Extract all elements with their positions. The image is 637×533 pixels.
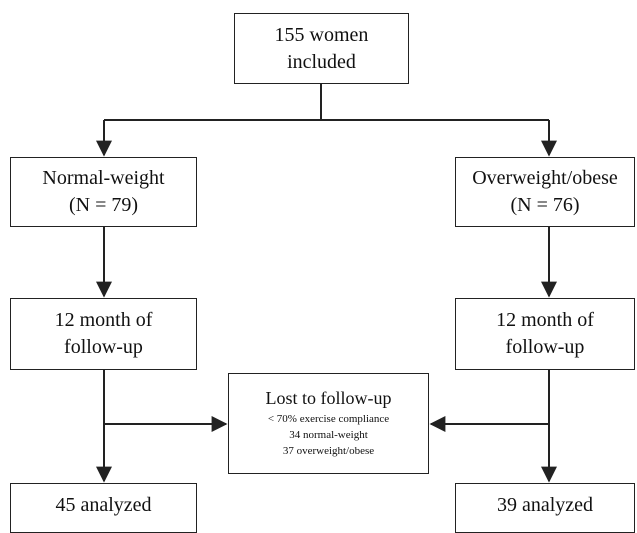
normal-weight-label: Normal-weight: [42, 167, 165, 189]
right-followup-box: 12 month of follow-up: [455, 298, 635, 370]
left-analyzed-label: 45 analyzed: [55, 494, 152, 516]
lost-normal-weight-count: 34 normal-weight: [289, 429, 368, 442]
normal-weight-box: Normal-weight (N = 79): [10, 157, 197, 227]
lost-reason: < 70% exercise compliance: [267, 413, 390, 426]
left-followup-line1: 12 month of: [54, 309, 153, 331]
flow-connectors: [96, 84, 557, 483]
root-box: 155 women included: [234, 13, 409, 84]
lost-followup-box: Lost to follow-up < 70% exercise complia…: [228, 373, 429, 474]
left-followup-box: 12 month of follow-up: [10, 298, 197, 370]
right-followup-line1: 12 month of: [496, 309, 594, 331]
right-analyzed-box: 39 analyzed: [455, 483, 635, 533]
left-analyzed-box: 45 analyzed: [10, 483, 197, 533]
overweight-box: Overweight/obese (N = 76): [455, 157, 635, 227]
right-followup-line2: follow-up: [505, 336, 585, 358]
root-line1: 155 women: [274, 23, 369, 46]
left-followup-line2: follow-up: [64, 336, 143, 358]
normal-weight-count: (N = 79): [68, 194, 139, 216]
overweight-label: Overweight/obese: [472, 167, 618, 189]
right-analyzed-label: 39 analyzed: [496, 494, 594, 516]
lost-followup-title: Lost to follow-up: [265, 387, 392, 408]
lost-overweight-count: 37 overweight/obese: [282, 445, 375, 458]
overweight-count: (N = 76): [510, 194, 580, 216]
root-line2: included: [287, 50, 356, 73]
